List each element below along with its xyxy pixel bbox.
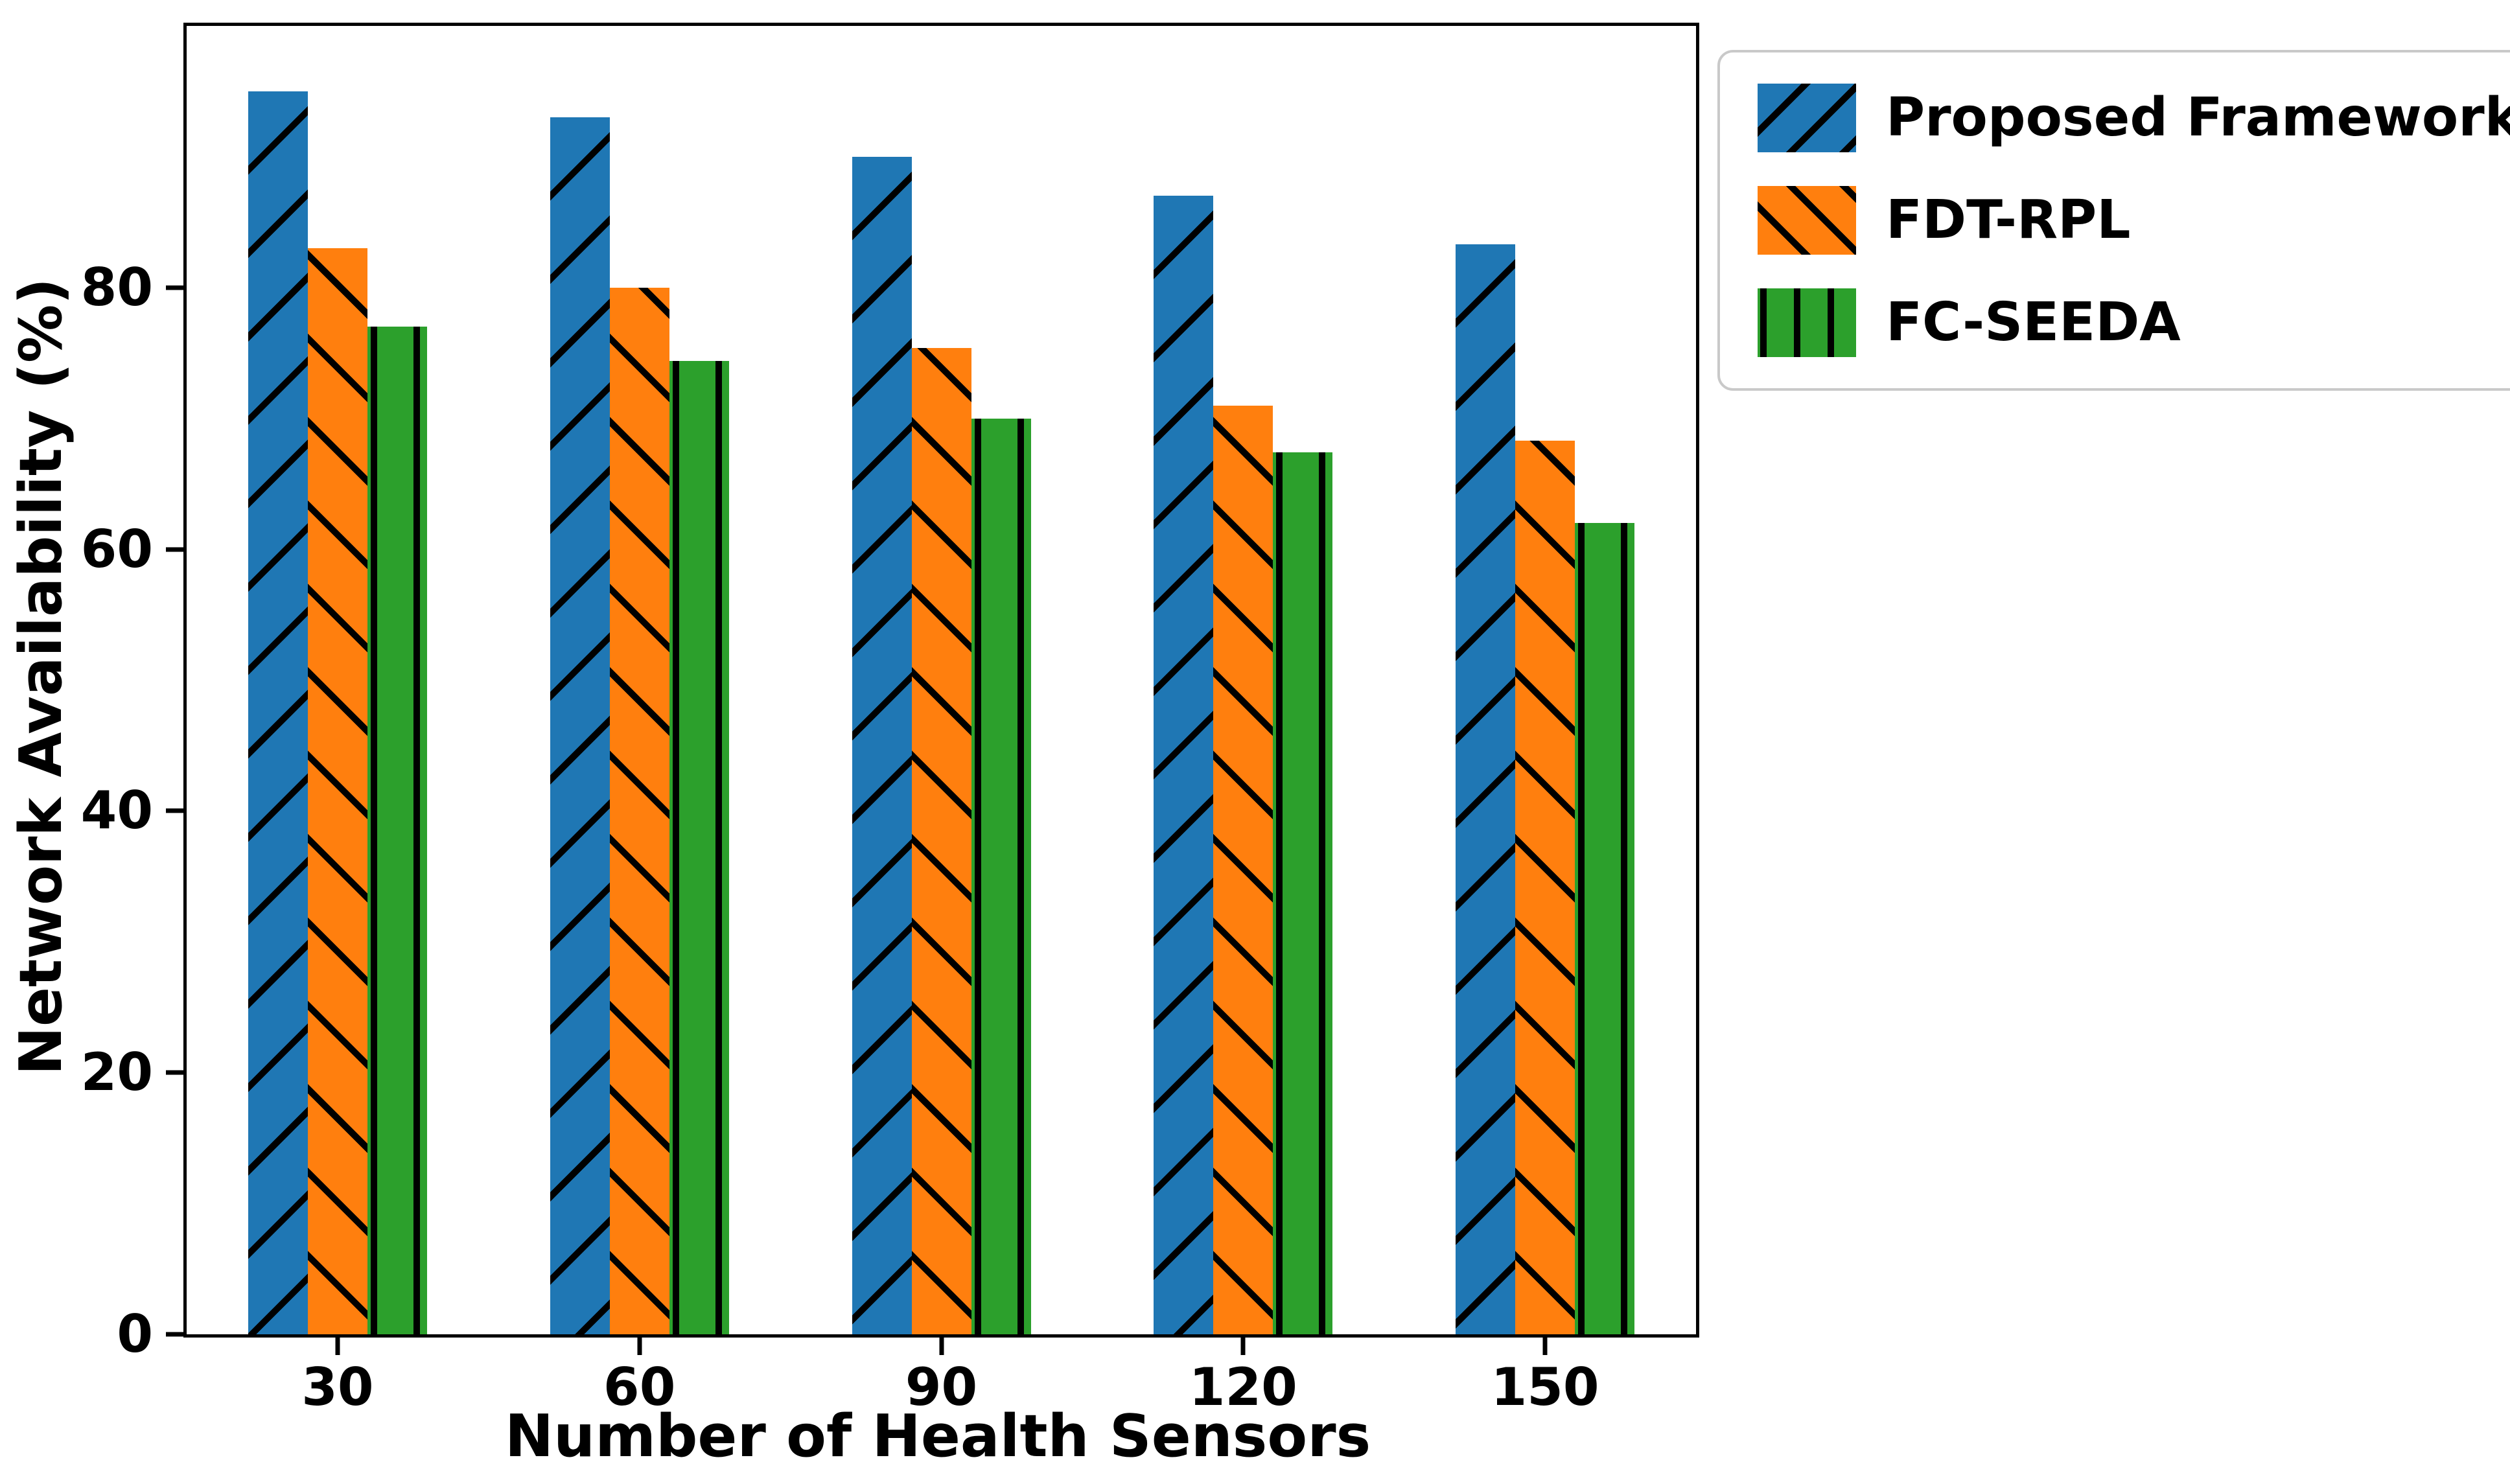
x-tick-label: 120 [1189,1357,1297,1417]
x-tick-mark [1542,1334,1548,1355]
y-tick-mark [166,1332,187,1337]
bar-fc-seeda-90 [971,418,1031,1334]
x-tick-label: 60 [603,1357,676,1417]
bar-fc-seeda-60 [669,360,729,1334]
y-tick-mark [166,1070,187,1075]
legend-label: FDT-RPL [1886,189,2131,251]
x-tick-mark [637,1334,642,1355]
legend-label: Proposed Framework [1886,86,2510,148]
y-tick-label: 40 [80,780,153,841]
x-tick-mark [335,1334,340,1355]
bar-proposed-framework-30 [248,91,308,1334]
bar-fc-seeda-150 [1575,523,1635,1334]
bar-fdt-rpl-90 [911,347,971,1334]
y-tick-label: 60 [80,518,153,579]
y-tick-label: 20 [80,1042,153,1103]
bar-proposed-framework-60 [550,117,610,1334]
bar-proposed-framework-150 [1456,244,1516,1334]
bar-fdt-rpl-30 [307,248,367,1334]
legend-swatch-proposed-framework [1758,84,1856,152]
y-tick-mark [166,285,187,290]
bar-proposed-framework-120 [1154,196,1214,1334]
bar-fc-seeda-30 [367,327,427,1334]
legend-item: FC-SEEDA [1758,288,2510,357]
bar-proposed-framework-90 [852,156,912,1334]
legend-item: Proposed Framework [1758,84,2510,152]
plot-area: 0 20 40 60 80 30 60 90 120 150 [81,23,1699,1413]
legend-label: FC-SEEDA [1886,291,2181,353]
bar-fdt-rpl-150 [1515,441,1575,1334]
y-tick-mark [166,808,187,813]
y-axis-label: Network Availability (%) [7,277,75,1076]
legend: Proposed Framework FDT-RPL FC-SEEDA [1717,50,2510,391]
x-tick-label: 30 [301,1357,374,1417]
bar-fc-seeda-120 [1273,452,1333,1334]
bar-fdt-rpl-120 [1213,405,1273,1334]
legend-item: FDT-RPL [1758,186,2510,255]
bar-fdt-rpl-60 [609,287,669,1334]
y-tick-label: 80 [80,257,153,318]
x-tick-mark [1240,1334,1246,1355]
y-tick-mark [166,547,187,552]
x-axis-label: Number of Health Sensors [504,1402,1371,1470]
x-tick-mark [939,1334,944,1355]
x-tick-label: 90 [905,1357,978,1417]
legend-swatch-fdt-rpl [1758,186,1856,255]
x-tick-label: 150 [1491,1357,1599,1417]
legend-swatch-fc-seeda [1758,288,1856,357]
y-tick-label: 0 [117,1304,153,1364]
